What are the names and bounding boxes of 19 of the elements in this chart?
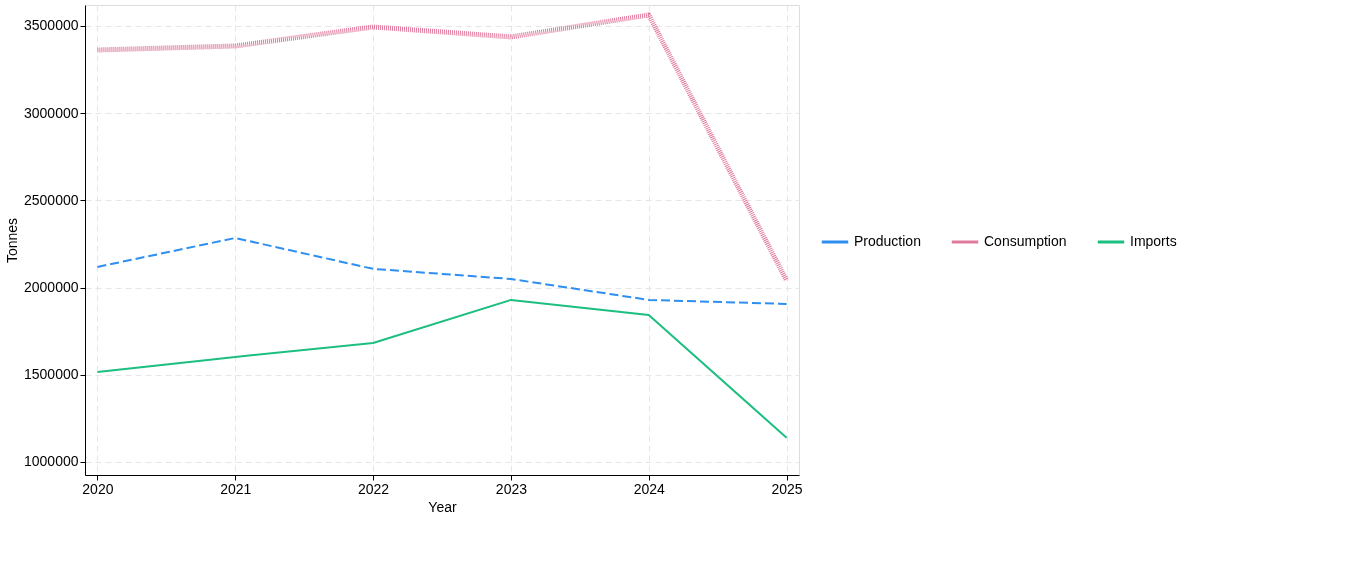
x-axis-title: Year: [428, 498, 457, 515]
x-tick-label: 2023: [495, 480, 528, 497]
y-tick-label: 3000000: [23, 104, 79, 121]
line-series: [96, 236, 788, 305]
y-tick-label: 2500000: [23, 191, 79, 208]
x-tick-label: 2022: [358, 480, 390, 497]
x-tick-label: 2020: [82, 480, 114, 497]
y-axis-title: Tonnes: [4, 217, 20, 264]
x-tick-label: 2021: [220, 480, 252, 497]
x-tick-label: 2024: [633, 480, 666, 497]
y-tick-label: 2000000: [23, 279, 79, 296]
legend-label: Imports: [1130, 233, 1177, 249]
x-tick-label: 2025: [771, 480, 803, 497]
y-tick-label: 3500000: [23, 17, 79, 34]
legend-label: Production: [854, 233, 921, 249]
y-tick-label: 1000000: [23, 453, 79, 470]
line-series: [96, 298, 788, 439]
legend-label: Consumption: [984, 233, 1067, 249]
y-tick-label: 1500000: [23, 366, 79, 383]
